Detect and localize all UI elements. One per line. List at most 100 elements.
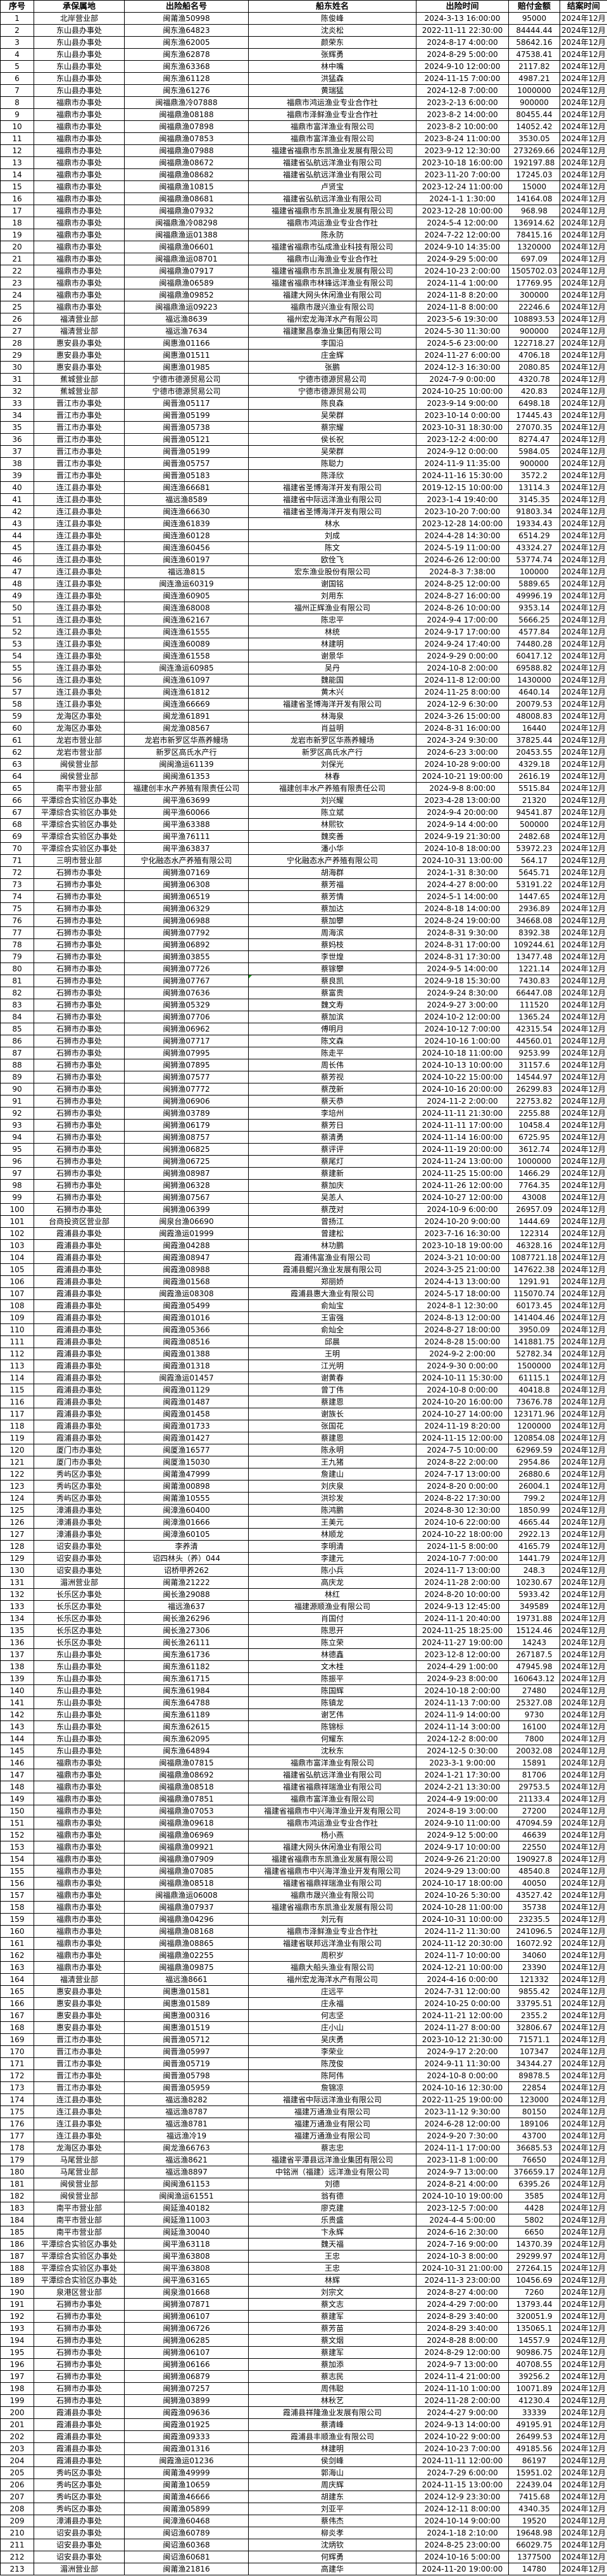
cell-region: 福鼎市办事处: [34, 1793, 125, 1805]
cell-amount: 15000: [508, 180, 560, 193]
cell-seq: 139: [0, 1672, 34, 1685]
cell-region: 诏安县办事处: [34, 2539, 125, 2551]
cell-region: 霞浦县办事处: [34, 1323, 125, 1336]
cell-owner: 蔡加攀: [248, 914, 416, 927]
cell-owner: 吴荣群: [248, 445, 416, 458]
cell-amount: 3145.35: [508, 493, 560, 506]
cell-seq: 187: [0, 2250, 34, 2263]
cell-owner: 谢国铭: [248, 578, 416, 590]
cell-close_time: 2024年12月: [560, 2358, 607, 2371]
table-row: 30 惠安县办事处 闽惠渔01985 张鹏 2024-12-3 16:30:00 2080…: [0, 361, 607, 374]
table-row: 66 平潭综合实验区办事处 闽平渔63699 刘兴耀 2023-4-28 13:00:0…: [0, 794, 607, 807]
cell-region: 霞浦县办事处: [34, 1251, 125, 1264]
cell-incident_time: 2024-4-27 8:00:00: [416, 878, 509, 891]
table-row: 8 福鼎市办事处 闽福鼎渔冷07888 福鼎市鸿运渔业专业合作社 2023-2-13 6…: [0, 96, 607, 109]
cell-seq: 129: [0, 1552, 34, 1565]
cell-owner: 林功鹏: [248, 1239, 416, 1252]
cell-incident_time: 2024-10-8 0:00:00: [416, 2069, 509, 2082]
cell-seq: 180: [0, 2166, 34, 2178]
table-row: 97 石狮市办事处 闽狮渔08987 蔡建新 2024-11-25 15:00:00 14…: [0, 1167, 607, 1180]
table-row: 138 东山县办事处 闽东渔61182 文木桂 2024-4-29 1:00:00 479…: [0, 1660, 607, 1673]
table-row: 172 晋江市办事处 闽晋渔05798 陈阿伟 2024-10-8 0:00:00 898…: [0, 2069, 607, 2082]
cell-close_time: 2024年12月: [560, 1745, 607, 1757]
table-row: 124 秀屿区办事处 闽莆渔10555 洪珍发 2024-8-22 17:30:00 79…: [0, 1492, 607, 1505]
cell-incident_time: 2024-11-15 7:00:00: [416, 72, 509, 85]
cell-vessel: 闽连渔61558: [124, 650, 249, 662]
cell-incident_time: 2024-10-18 2:00:00: [416, 1684, 509, 1697]
cell-region: 石狮市办事处: [34, 926, 125, 939]
cell-region: 东山县办事处: [34, 60, 125, 73]
cell-region: 泉港区营业部: [34, 2286, 125, 2299]
cell-region: 福鼎市办事处: [34, 1841, 125, 1853]
cell-seq: 201: [0, 2418, 34, 2431]
cell-incident_time: 2024-10-8 18:00:00: [416, 842, 509, 855]
cell-incident_time: 2024-4-28 14:30:00: [416, 529, 509, 542]
table-row: 93 石狮市办事处 闽狮渔06179 蔡芳日 2024-11-11 17:00:00 10…: [0, 1119, 607, 1132]
cell-amount: 6650: [508, 2226, 560, 2238]
cell-incident_time: 2024-11-7 13:00:00: [416, 1564, 509, 1577]
cell-region: 东山县办事处: [34, 1648, 125, 1661]
cell-owner: 新罗区高氏水产行: [248, 746, 416, 759]
cell-seq: 182: [0, 2190, 34, 2202]
cell-seq: 79: [0, 950, 34, 963]
cell-region: 福鼎市办事处: [34, 1877, 125, 1890]
cell-amount: 141404.46: [508, 1311, 560, 1324]
cell-seq: 105: [0, 1263, 34, 1276]
cell-amount: 4428: [508, 2202, 560, 2214]
cell-amount: 14164.08: [508, 193, 560, 205]
cell-seq: 59: [0, 710, 34, 723]
cell-close_time: 2024年12月: [560, 168, 607, 181]
cell-incident_time: 2024-10-16 1:00:00: [416, 1035, 509, 1047]
cell-amount: 123171.96: [508, 1408, 560, 1420]
cell-close_time: 2024年12月: [560, 1263, 607, 1276]
cell-owner: 福建省圣博海洋开发有限公司: [248, 505, 416, 518]
cell-amount: 53191.22: [508, 878, 560, 891]
table-row: 61 龙岩市营业部 龙岩市新罗区华燕养鳗场 龙岩市新罗区华燕养鳗场 2024-3-24 …: [0, 734, 607, 747]
cell-vessel: 闽连渔60456: [124, 541, 249, 554]
cell-region: 连江县办事处: [34, 481, 125, 494]
cell-amount: 120854.08: [508, 1432, 560, 1444]
cell-vessel: 闽霞渔04288: [124, 1239, 249, 1252]
cell-vessel: 闽长渔29088: [124, 1588, 249, 1601]
cell-amount: 43527.42: [508, 1889, 560, 1902]
cell-amount: 16440: [508, 722, 560, 735]
cell-region: 霞浦县办事处: [34, 2418, 125, 2431]
table-row: 101 台商投资区营业部 闽泉台渔06690 曾扬江 2024-10-20 9:00:0…: [0, 1215, 607, 1228]
cell-owner: 魏奕善: [248, 830, 416, 843]
cell-amount: 17445.43: [508, 409, 560, 422]
cell-incident_time: 2023-11-12 9:30:00: [416, 2106, 509, 2118]
table-row: 57 连江县办事处 闽连渔61812 黄木兴 2024-11-25 8:00:00 464…: [0, 686, 607, 698]
cell-region: 石狮市办事处: [34, 1179, 125, 1192]
cell-amount: 14243: [508, 1636, 560, 1649]
cell-owner: 庄远平: [248, 1985, 416, 1998]
cell-incident_time: 2023-1-4 19:40:00: [416, 493, 509, 506]
cell-region: 东山县办事处: [34, 1696, 125, 1709]
cell-seq: 192: [0, 2310, 34, 2323]
cell-incident_time: 2023-4-28 13:00:00: [416, 794, 509, 807]
cell-seq: 131: [0, 1576, 34, 1589]
cell-seq: 206: [0, 2478, 34, 2491]
cell-vessel: 闽诏渔60789: [124, 2527, 249, 2539]
cell-vessel: 闽霞渔05499: [124, 1299, 249, 1312]
cell-seq: 198: [0, 2382, 34, 2395]
cell-seq: 147: [0, 1769, 34, 1781]
cell-region: 晋江市办事处: [34, 397, 125, 410]
cell-close_time: 2024年12月: [560, 818, 607, 831]
cell-close_time: 2024年12月: [560, 2045, 607, 2058]
cell-region: 石狮市办事处: [34, 1191, 125, 1204]
cell-incident_time: 2024-11-7 10:00:00: [416, 1949, 509, 1962]
cell-incident_time: 2024-10-20 9:00:00: [416, 1215, 509, 1228]
cell-amount: 1444.69: [508, 1215, 560, 1228]
cell-amount: 5666.25: [508, 614, 560, 626]
cell-owner: 俞灿宝: [248, 1299, 416, 1312]
cell-amount: 78415.16: [508, 229, 560, 241]
table-row: 189 平潭综合实验区办事处 闽平渔63165 林辉 2024-11-3 23:00:0…: [0, 2274, 607, 2287]
cell-incident_time: 2024-3-21 10:00:00: [416, 1251, 509, 1264]
cell-seq: 60: [0, 722, 34, 735]
cell-incident_time: 2023-11-20 7:00:00: [416, 168, 509, 181]
cell-seq: 119: [0, 1432, 34, 1444]
cell-amount: 62969.59: [508, 1444, 560, 1456]
cell-owner: 蔡加庆: [248, 1179, 416, 1192]
cell-amount: 1377500: [508, 2551, 560, 2563]
cell-incident_time: 2024-5-30 11:30:00: [416, 325, 509, 338]
